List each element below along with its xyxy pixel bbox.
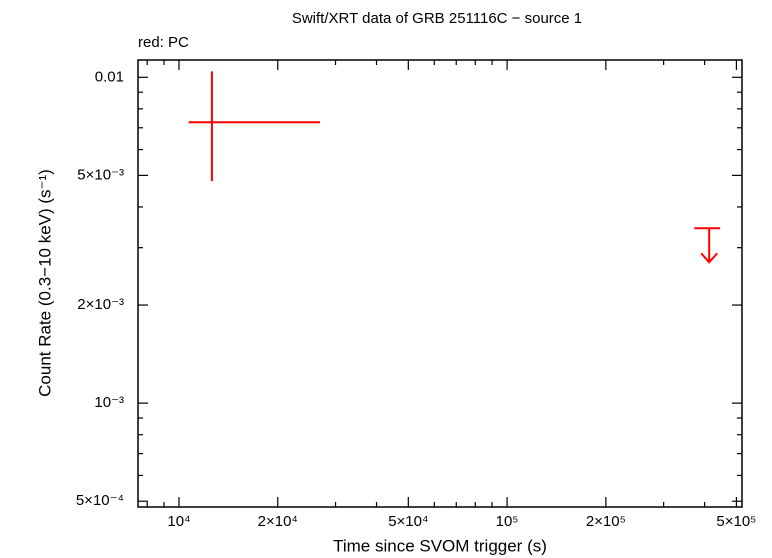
y-axis-label: Count Rate (0.3−10 keV) (s⁻¹): [35, 169, 54, 397]
x-axis-label: Time since SVOM trigger (s): [333, 536, 547, 555]
y-tick-label: 5×10⁻³: [77, 166, 124, 183]
legend-label: red: PC: [138, 34, 189, 51]
plot-frame: [137, 59, 743, 508]
y-tick-label: 0.01: [95, 68, 124, 85]
y-tick-label: 10⁻³: [94, 394, 124, 411]
upper-limit-arrow: [700, 228, 718, 264]
x-tick-label: 10⁵: [496, 513, 519, 530]
chart-title: Swift/XRT data of GRB 251116C − source 1: [292, 10, 582, 27]
x-tick-label: 10⁴: [167, 513, 190, 530]
x-tick-label: 5×10⁵: [716, 513, 756, 530]
y-tick-label: 5×10⁻⁴: [76, 492, 124, 509]
x-tick-label: 2×10⁴: [258, 513, 298, 530]
x-tick-label: 5×10⁴: [388, 513, 428, 530]
y-tick-label: 2×10⁻³: [77, 296, 124, 313]
x-tick-label: 2×10⁵: [586, 513, 626, 530]
